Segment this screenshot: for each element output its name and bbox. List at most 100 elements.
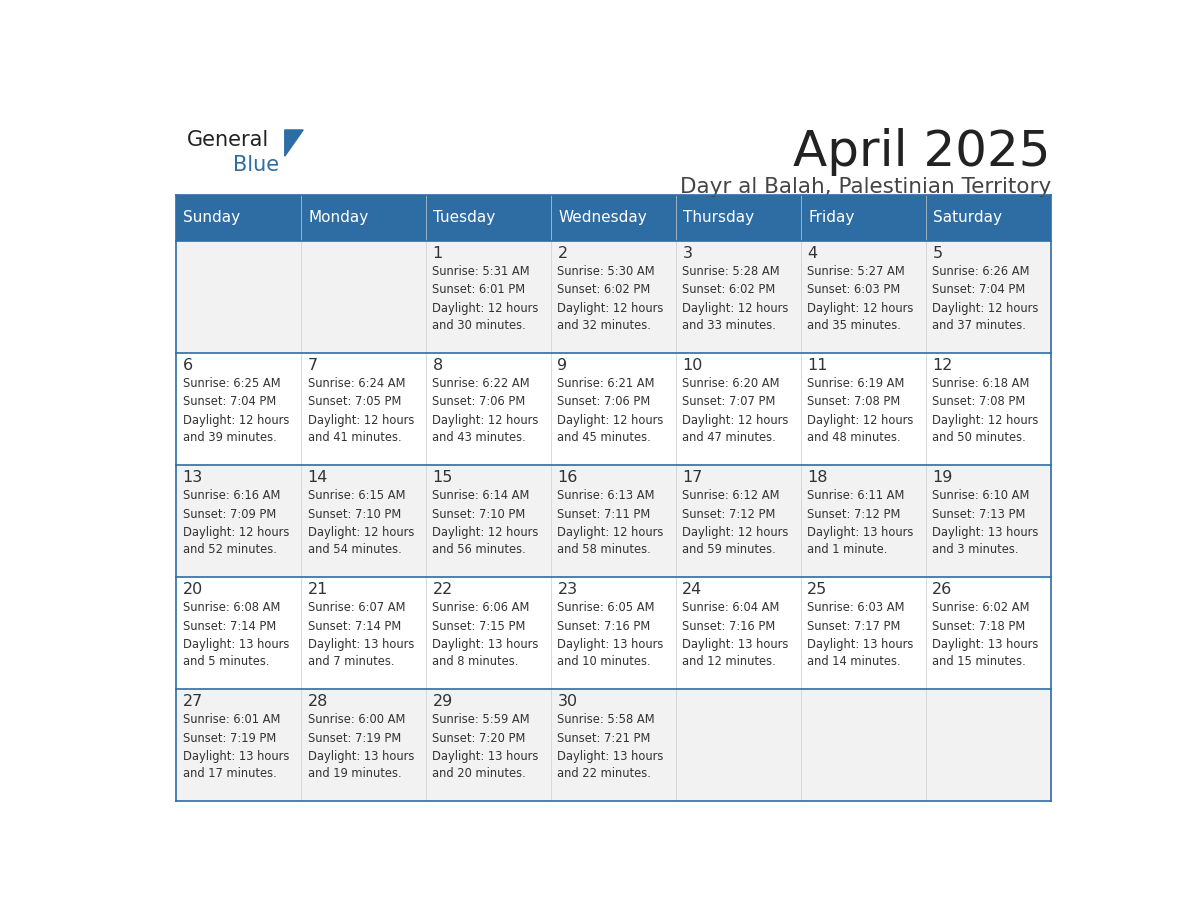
Text: and 30 minutes.: and 30 minutes. bbox=[432, 319, 526, 331]
Text: 30: 30 bbox=[557, 694, 577, 710]
Text: and 41 minutes.: and 41 minutes. bbox=[308, 431, 402, 443]
Text: Daylight: 13 hours: Daylight: 13 hours bbox=[933, 638, 1038, 651]
Bar bbox=[551, 465, 676, 577]
Text: Sunrise: 5:59 AM: Sunrise: 5:59 AM bbox=[432, 713, 530, 726]
Text: Sunset: 6:02 PM: Sunset: 6:02 PM bbox=[557, 284, 651, 297]
Bar bbox=[426, 241, 551, 353]
Text: Sunset: 7:06 PM: Sunset: 7:06 PM bbox=[557, 396, 651, 409]
Text: Sunrise: 6:22 AM: Sunrise: 6:22 AM bbox=[432, 377, 530, 390]
Text: Saturday: Saturday bbox=[934, 210, 1003, 226]
Bar bbox=[301, 577, 426, 689]
Text: Daylight: 12 hours: Daylight: 12 hours bbox=[933, 302, 1038, 315]
Text: Sunrise: 6:14 AM: Sunrise: 6:14 AM bbox=[432, 489, 530, 502]
Text: Sunrise: 6:13 AM: Sunrise: 6:13 AM bbox=[557, 489, 655, 502]
Bar bbox=[925, 195, 1051, 241]
Text: Sunrise: 5:31 AM: Sunrise: 5:31 AM bbox=[432, 265, 530, 278]
Text: Sunrise: 6:16 AM: Sunrise: 6:16 AM bbox=[183, 489, 280, 502]
Text: Sunset: 7:15 PM: Sunset: 7:15 PM bbox=[432, 620, 526, 633]
Text: Sunrise: 6:24 AM: Sunrise: 6:24 AM bbox=[308, 377, 405, 390]
Bar bbox=[426, 195, 551, 241]
Text: and 39 minutes.: and 39 minutes. bbox=[183, 431, 277, 443]
Text: 16: 16 bbox=[557, 470, 577, 485]
Text: Daylight: 12 hours: Daylight: 12 hours bbox=[808, 414, 914, 427]
Text: Sunset: 7:10 PM: Sunset: 7:10 PM bbox=[308, 508, 400, 521]
Text: Wednesday: Wednesday bbox=[558, 210, 647, 226]
Text: Daylight: 12 hours: Daylight: 12 hours bbox=[682, 414, 789, 427]
Bar bbox=[426, 689, 551, 801]
Text: Sunset: 7:11 PM: Sunset: 7:11 PM bbox=[557, 508, 651, 521]
Text: Sunset: 7:16 PM: Sunset: 7:16 PM bbox=[557, 620, 651, 633]
Text: Daylight: 12 hours: Daylight: 12 hours bbox=[557, 302, 664, 315]
Text: Sunset: 7:04 PM: Sunset: 7:04 PM bbox=[933, 284, 1025, 297]
Bar bbox=[551, 195, 676, 241]
Bar bbox=[176, 689, 301, 801]
Text: Daylight: 12 hours: Daylight: 12 hours bbox=[183, 526, 289, 539]
Text: Sunday: Sunday bbox=[183, 210, 241, 226]
Text: and 17 minutes.: and 17 minutes. bbox=[183, 767, 277, 780]
Text: Daylight: 12 hours: Daylight: 12 hours bbox=[808, 302, 914, 315]
Text: Sunrise: 6:06 AM: Sunrise: 6:06 AM bbox=[432, 601, 530, 614]
Text: and 47 minutes.: and 47 minutes. bbox=[682, 431, 776, 443]
Text: Sunset: 7:13 PM: Sunset: 7:13 PM bbox=[933, 508, 1025, 521]
Text: 13: 13 bbox=[183, 470, 203, 485]
Text: Sunset: 7:17 PM: Sunset: 7:17 PM bbox=[808, 620, 901, 633]
Text: 11: 11 bbox=[808, 358, 828, 373]
Text: General: General bbox=[188, 130, 270, 150]
Text: 19: 19 bbox=[933, 470, 953, 485]
Text: 6: 6 bbox=[183, 358, 192, 373]
Bar bbox=[301, 353, 426, 465]
Bar bbox=[551, 353, 676, 465]
Text: and 45 minutes.: and 45 minutes. bbox=[557, 431, 651, 443]
Text: and 7 minutes.: and 7 minutes. bbox=[308, 655, 394, 668]
Text: Blue: Blue bbox=[233, 155, 279, 174]
Text: and 3 minutes.: and 3 minutes. bbox=[933, 543, 1019, 556]
Text: 25: 25 bbox=[808, 582, 828, 598]
Text: Daylight: 13 hours: Daylight: 13 hours bbox=[432, 638, 539, 651]
Bar bbox=[176, 577, 301, 689]
Text: and 8 minutes.: and 8 minutes. bbox=[432, 655, 519, 668]
Bar bbox=[176, 465, 301, 577]
Text: Daylight: 12 hours: Daylight: 12 hours bbox=[308, 414, 413, 427]
Text: Sunset: 7:05 PM: Sunset: 7:05 PM bbox=[308, 396, 400, 409]
Text: Sunrise: 6:05 AM: Sunrise: 6:05 AM bbox=[557, 601, 655, 614]
Bar bbox=[801, 465, 925, 577]
Text: Sunrise: 6:08 AM: Sunrise: 6:08 AM bbox=[183, 601, 280, 614]
Text: Sunrise: 6:15 AM: Sunrise: 6:15 AM bbox=[308, 489, 405, 502]
Text: Sunrise: 5:58 AM: Sunrise: 5:58 AM bbox=[557, 713, 655, 726]
Text: 15: 15 bbox=[432, 470, 453, 485]
Bar bbox=[925, 465, 1051, 577]
Bar bbox=[301, 241, 426, 353]
Text: and 10 minutes.: and 10 minutes. bbox=[557, 655, 651, 668]
Text: Sunset: 7:18 PM: Sunset: 7:18 PM bbox=[933, 620, 1025, 633]
Text: Daylight: 13 hours: Daylight: 13 hours bbox=[557, 638, 664, 651]
Text: Daylight: 12 hours: Daylight: 12 hours bbox=[432, 526, 539, 539]
Text: Sunrise: 5:27 AM: Sunrise: 5:27 AM bbox=[808, 265, 905, 278]
Text: and 20 minutes.: and 20 minutes. bbox=[432, 767, 526, 780]
Text: Daylight: 12 hours: Daylight: 12 hours bbox=[432, 302, 539, 315]
Text: Sunrise: 6:03 AM: Sunrise: 6:03 AM bbox=[808, 601, 905, 614]
Text: Daylight: 12 hours: Daylight: 12 hours bbox=[682, 302, 789, 315]
Text: Sunrise: 6:11 AM: Sunrise: 6:11 AM bbox=[808, 489, 905, 502]
Text: Daylight: 13 hours: Daylight: 13 hours bbox=[808, 526, 914, 539]
Text: 10: 10 bbox=[682, 358, 703, 373]
Text: Sunrise: 6:04 AM: Sunrise: 6:04 AM bbox=[682, 601, 779, 614]
Text: and 56 minutes.: and 56 minutes. bbox=[432, 543, 526, 556]
Text: 28: 28 bbox=[308, 694, 328, 710]
Text: Thursday: Thursday bbox=[683, 210, 754, 226]
Text: Daylight: 13 hours: Daylight: 13 hours bbox=[432, 750, 539, 763]
Bar bbox=[176, 353, 301, 465]
Text: 17: 17 bbox=[682, 470, 703, 485]
Text: Sunrise: 6:10 AM: Sunrise: 6:10 AM bbox=[933, 489, 1030, 502]
Text: and 54 minutes.: and 54 minutes. bbox=[308, 543, 402, 556]
Text: and 22 minutes.: and 22 minutes. bbox=[557, 767, 651, 780]
Text: 21: 21 bbox=[308, 582, 328, 598]
Text: and 43 minutes.: and 43 minutes. bbox=[432, 431, 526, 443]
Text: and 58 minutes.: and 58 minutes. bbox=[557, 543, 651, 556]
Text: Sunset: 7:19 PM: Sunset: 7:19 PM bbox=[308, 732, 400, 744]
Bar bbox=[176, 195, 301, 241]
Text: Sunrise: 6:02 AM: Sunrise: 6:02 AM bbox=[933, 601, 1030, 614]
Polygon shape bbox=[285, 130, 303, 156]
Text: Sunset: 7:04 PM: Sunset: 7:04 PM bbox=[183, 396, 276, 409]
Bar bbox=[925, 353, 1051, 465]
Bar bbox=[176, 241, 301, 353]
